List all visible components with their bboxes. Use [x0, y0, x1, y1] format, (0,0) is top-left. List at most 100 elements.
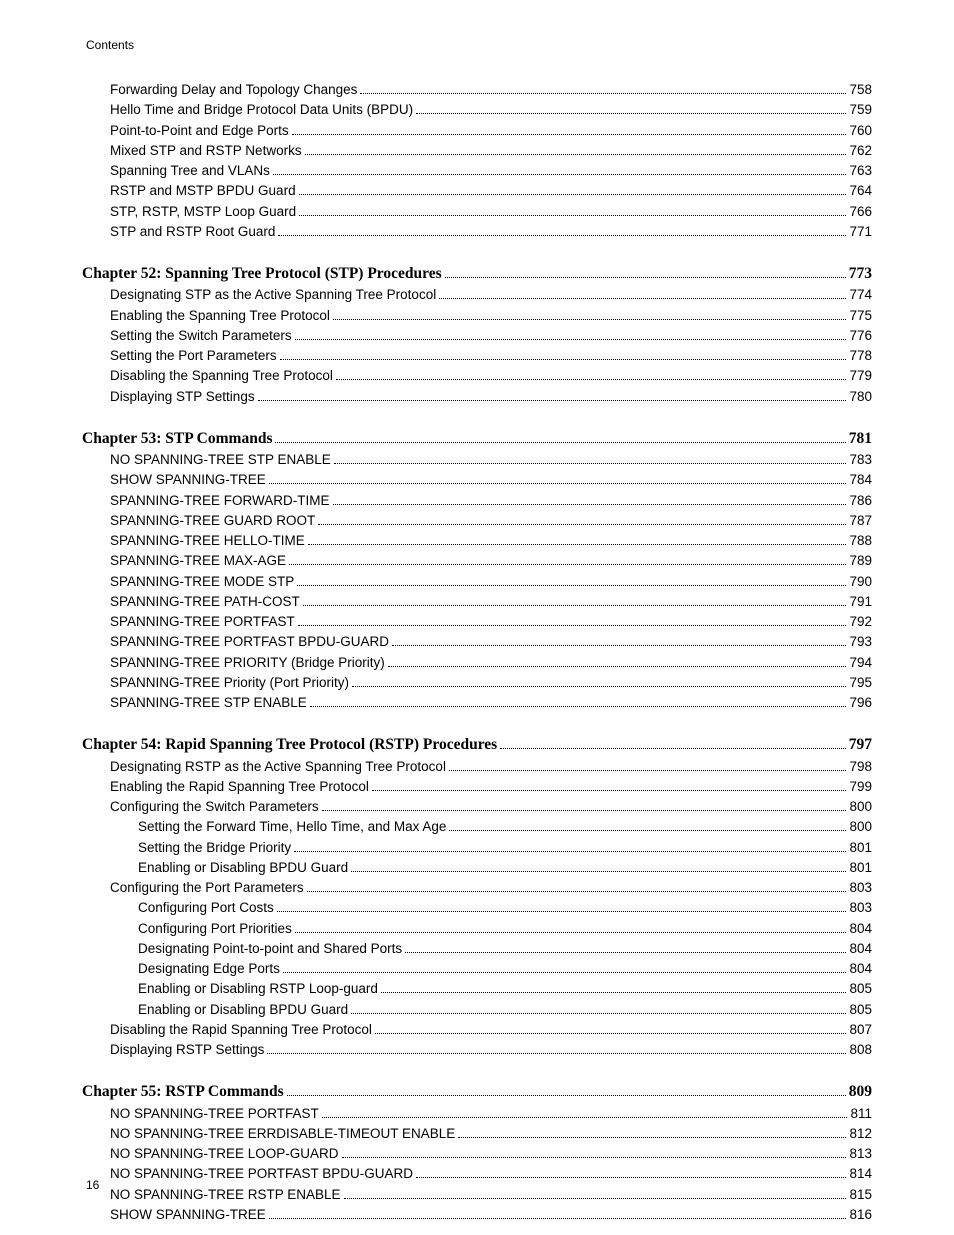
toc-entry-line[interactable]: STP, RSTP, MSTP Loop Guard766	[82, 202, 872, 222]
toc-entry-line[interactable]: NO SPANNING-TREE RSTP ENABLE 815	[82, 1185, 872, 1205]
toc-dots	[381, 983, 847, 993]
toc-entry-line[interactable]: Enabling the Spanning Tree Protocol775	[82, 306, 872, 326]
toc-dots	[322, 1107, 848, 1117]
toc-chapter-page: 781	[849, 427, 872, 450]
toc-entry-label: NO SPANNING-TREE LOOP-GUARD	[110, 1144, 339, 1164]
toc-entry-label: NO SPANNING-TREE PORTFAST	[110, 1104, 319, 1124]
toc-entry-line[interactable]: Forwarding Delay and Topology Changes758	[82, 80, 872, 100]
toc-entry-line[interactable]: Configuring the Switch Parameters800	[82, 797, 872, 817]
toc-entry-line[interactable]: Setting the Switch Parameters776	[82, 326, 872, 346]
toc-entry-line[interactable]: Displaying STP Settings780	[82, 387, 872, 407]
toc-dots	[307, 882, 847, 892]
toc-entry-label: SHOW SPANNING-TREE	[110, 1205, 266, 1225]
toc-chapter-line[interactable]: Chapter 55: RSTP Commands 809	[82, 1080, 872, 1103]
toc-entry-line[interactable]: Enabling or Disabling BPDU Guard801	[82, 858, 872, 878]
toc-chapter-line[interactable]: Chapter 52: Spanning Tree Protocol (STP)…	[82, 262, 872, 285]
toc-section: Chapter 53: STP Commands 781NO SPANNING-…	[82, 427, 872, 714]
toc-entry-label: SPANNING-TREE PRIORITY (Bridge Priority)	[110, 653, 385, 673]
toc-dots	[351, 1003, 846, 1013]
toc-entry-line[interactable]: Designating Point-to-point and Shared Po…	[82, 939, 872, 959]
toc-dots	[336, 370, 847, 380]
toc-entry-line[interactable]: SHOW SPANNING-TREE816	[82, 1205, 872, 1225]
toc-entry-page: 792	[849, 612, 872, 632]
toc-entry-label: Spanning Tree and VLANs	[110, 161, 270, 181]
toc-entry-line[interactable]: Designating RSTP as the Active Spanning …	[82, 757, 872, 777]
toc-entry-line[interactable]: RSTP and MSTP BPDU Guard764	[82, 181, 872, 201]
toc-section: Chapter 52: Spanning Tree Protocol (STP)…	[82, 262, 872, 407]
toc-entry-line[interactable]: SPANNING-TREE PRIORITY (Bridge Priority)…	[82, 653, 872, 673]
toc-entry-page: 803	[849, 878, 872, 898]
toc-entry-label: Designating Edge Ports	[138, 959, 280, 979]
toc-entry-line[interactable]: Designating Edge Ports804	[82, 959, 872, 979]
toc-entry-line[interactable]: Configuring Port Costs803	[82, 898, 872, 918]
toc-entry-page: 807	[849, 1020, 872, 1040]
toc-dots	[416, 104, 846, 114]
toc-entry-line[interactable]: NO SPANNING-TREE ERRDISABLE-TIMEOUT ENAB…	[82, 1124, 872, 1144]
toc-dots	[269, 1209, 847, 1219]
toc-entry-line[interactable]: NO SPANNING-TREE STP ENABLE783	[82, 450, 872, 470]
toc-entry-page: 808	[849, 1040, 872, 1060]
toc-entry-line[interactable]: Setting the Port Parameters778	[82, 346, 872, 366]
toc-dots	[416, 1168, 846, 1178]
toc-chapter-label: Chapter 53: STP Commands	[82, 427, 272, 450]
toc-entry-line[interactable]: Configuring Port Priorities804	[82, 919, 872, 939]
toc-entry-line[interactable]: SPANNING-TREE MODE STP790	[82, 572, 872, 592]
toc-entry-line[interactable]: NO SPANNING-TREE PORTFAST BPDU-GUARD814	[82, 1164, 872, 1184]
toc-dots	[322, 801, 847, 811]
toc-entry-line[interactable]: SHOW SPANNING-TREE784	[82, 470, 872, 490]
toc-entry-line[interactable]: Displaying RSTP Settings808	[82, 1040, 872, 1060]
toc-entry-page: 763	[849, 161, 872, 181]
toc-chapter-page: 797	[849, 733, 872, 756]
toc-chapter-label: Chapter 55: RSTP Commands	[82, 1080, 284, 1103]
toc-dots	[360, 84, 846, 94]
toc-entry-line[interactable]: SPANNING-TREE PATH-COST791	[82, 592, 872, 612]
toc-entry-line[interactable]: Enabling the Rapid Spanning Tree Protoco…	[82, 777, 872, 797]
toc-entry-line[interactable]: SPANNING-TREE STP ENABLE796	[82, 693, 872, 713]
toc-entry-line[interactable]: Enabling or Disabling BPDU Guard805	[82, 1000, 872, 1020]
toc-dots	[269, 474, 847, 484]
toc-entry-label: NO SPANNING-TREE RSTP ENABLE	[110, 1185, 341, 1205]
toc-entry-label: Designating Point-to-point and Shared Po…	[138, 939, 402, 959]
toc-chapter-line[interactable]: Chapter 53: STP Commands 781	[82, 427, 872, 450]
toc-entry-line[interactable]: Designating STP as the Active Spanning T…	[82, 285, 872, 305]
toc-entry-label: SPANNING-TREE GUARD ROOT	[110, 511, 315, 531]
toc-entry-line[interactable]: Disabling the Spanning Tree Protocol779	[82, 366, 872, 386]
toc-dots	[289, 555, 846, 565]
toc-entry-line[interactable]: SPANNING-TREE HELLO-TIME788	[82, 531, 872, 551]
toc-entry-line[interactable]: Mixed STP and RSTP Networks762	[82, 141, 872, 161]
toc-entry-line[interactable]: Configuring the Port Parameters803	[82, 878, 872, 898]
toc-entry-line[interactable]: SPANNING-TREE PORTFAST BPDU-GUARD793	[82, 632, 872, 652]
toc-entry-line[interactable]: SPANNING-TREE PORTFAST792	[82, 612, 872, 632]
toc-entry-line[interactable]: Enabling or Disabling RSTP Loop-guard805	[82, 979, 872, 999]
toc-entry-page: 799	[849, 777, 872, 797]
toc-entry-page: 790	[849, 572, 872, 592]
toc-entry-label: Enabling or Disabling BPDU Guard	[138, 858, 348, 878]
toc-entry-line[interactable]: SPANNING-TREE Priority (Port Priority)79…	[82, 673, 872, 693]
toc-entry-label: SPANNING-TREE PORTFAST BPDU-GUARD	[110, 632, 389, 652]
toc-entry-page: 815	[849, 1185, 872, 1205]
toc-entry-page: 794	[849, 653, 872, 673]
toc-entry-label: NO SPANNING-TREE STP ENABLE	[110, 450, 331, 470]
toc-entry-line[interactable]: STP and RSTP Root Guard771	[82, 222, 872, 242]
toc-entry-line[interactable]: Setting the Forward Time, Hello Time, an…	[82, 817, 872, 837]
toc-entry-line[interactable]: Spanning Tree and VLANs 763	[82, 161, 872, 181]
toc-chapter-line[interactable]: Chapter 54: Rapid Spanning Tree Protocol…	[82, 733, 872, 756]
toc-entry-line[interactable]: NO SPANNING-TREE PORTFAST811	[82, 1104, 872, 1124]
toc-entry-line[interactable]: Point-to-Point and Edge Ports760	[82, 121, 872, 141]
toc-entry-label: Configuring Port Costs	[138, 898, 274, 918]
toc-entry-line[interactable]: Hello Time and Bridge Protocol Data Unit…	[82, 100, 872, 120]
toc-dots	[352, 677, 846, 687]
toc-dots	[283, 963, 847, 973]
toc-entry-label: SHOW SPANNING-TREE	[110, 470, 266, 490]
toc-entry-page: 795	[849, 673, 872, 693]
toc-entry-line[interactable]: NO SPANNING-TREE LOOP-GUARD813	[82, 1144, 872, 1164]
toc-entry-line[interactable]: SPANNING-TREE MAX-AGE789	[82, 551, 872, 571]
toc-dots	[500, 738, 846, 750]
toc-entry-line[interactable]: SPANNING-TREE FORWARD-TIME786	[82, 491, 872, 511]
toc-dots	[458, 1128, 846, 1138]
toc-entry-page: 786	[849, 491, 872, 511]
toc-dots	[392, 636, 846, 646]
toc-entry-line[interactable]: SPANNING-TREE GUARD ROOT787	[82, 511, 872, 531]
toc-entry-line[interactable]: Disabling the Rapid Spanning Tree Protoc…	[82, 1020, 872, 1040]
toc-entry-line[interactable]: Setting the Bridge Priority801	[82, 838, 872, 858]
